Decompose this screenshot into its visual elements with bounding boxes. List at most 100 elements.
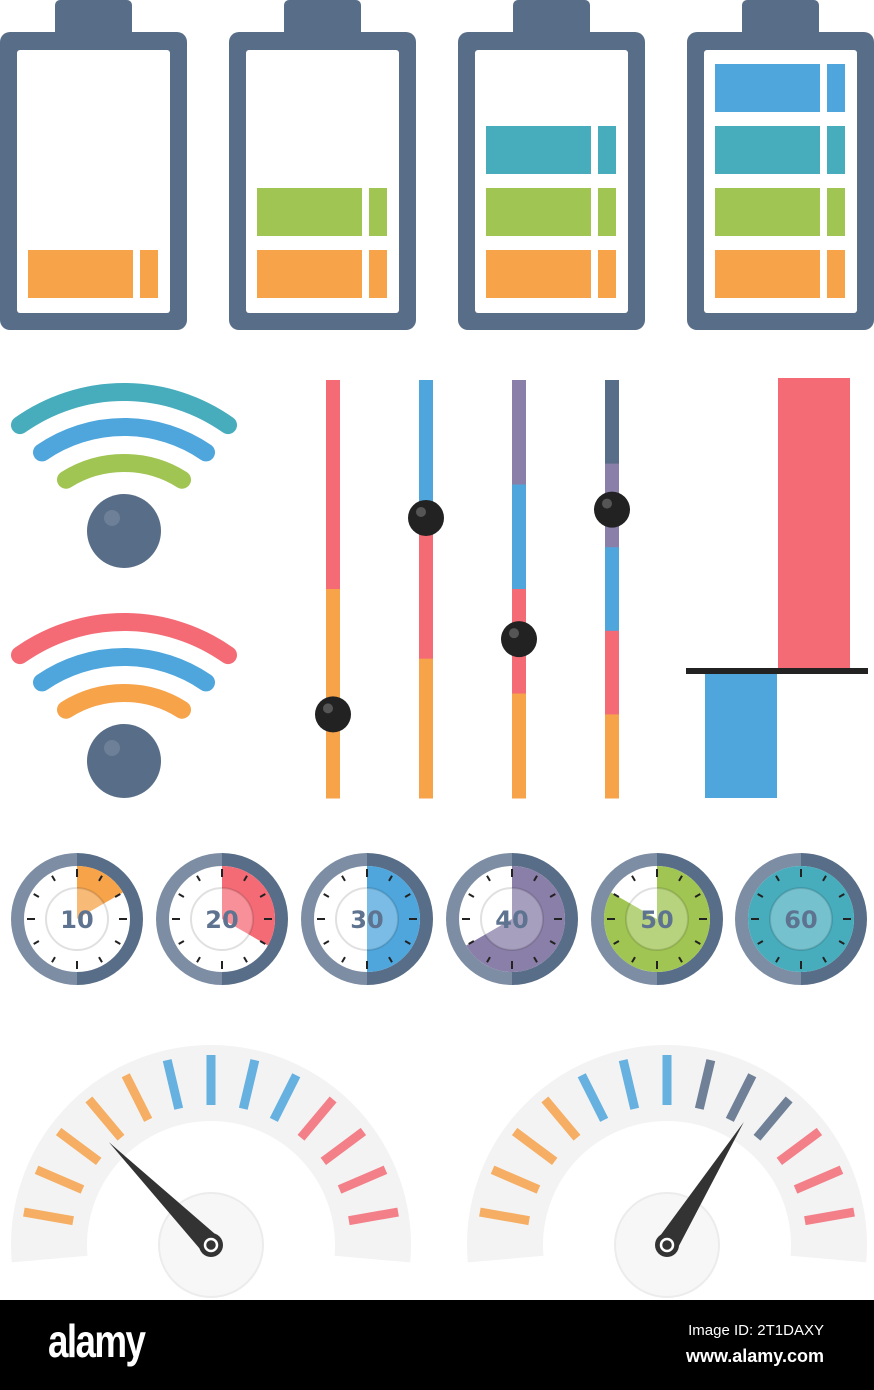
timer-tick: [468, 893, 475, 898]
wifi-icon: [11, 383, 237, 568]
battery-bar-small: [827, 126, 845, 174]
alamy-logo: alamy: [48, 1315, 146, 1367]
battery-icon: [0, 0, 187, 330]
timer-tick: [98, 875, 103, 882]
gauge-tick: [694, 1059, 716, 1110]
red-bar: [778, 378, 850, 668]
wifi-dot-highlight: [104, 740, 120, 756]
timer-tick: [51, 956, 56, 963]
timer-tick: [323, 940, 330, 945]
battery-inner: [475, 50, 628, 313]
battery-bar-small: [598, 126, 616, 174]
gauge-tick: [269, 1073, 301, 1122]
gauge-tick: [297, 1096, 337, 1141]
battery-bar-small: [598, 188, 616, 236]
timer-tick: [822, 956, 827, 963]
timer-tick: [678, 875, 683, 882]
timer-tick: [631, 956, 636, 963]
timer-tick: [468, 940, 475, 945]
slider-knob-highlight: [323, 703, 333, 714]
timer-icon: 60: [735, 853, 867, 985]
timer-label: 30: [350, 906, 383, 934]
wifi-dot-highlight: [104, 510, 120, 526]
gauge-tick: [85, 1096, 125, 1141]
gauge-pivot: [203, 1237, 219, 1253]
battery-inner: [17, 50, 170, 313]
wifi-arc: [57, 684, 191, 719]
battery-inner: [704, 50, 857, 313]
timer-tick: [388, 956, 393, 963]
timer-tick: [51, 875, 56, 882]
slider-knob-highlight: [509, 628, 519, 639]
slider-track-segment: [605, 630, 619, 715]
battery-bar: [715, 250, 820, 298]
battery-icon: [687, 0, 874, 330]
vertical-slider: [594, 380, 630, 799]
timer-tick: [613, 893, 620, 898]
timer-inner-circle: [190, 887, 254, 951]
timer-tick: [178, 940, 185, 945]
battery-bar: [715, 64, 820, 112]
baseline: [686, 668, 868, 674]
timer-progress: [603, 866, 711, 972]
slider-knob-highlight: [416, 506, 426, 517]
slider-knob[interactable]: [594, 491, 630, 528]
timer-tick: [114, 940, 121, 945]
gauge-needle: [657, 1122, 744, 1251]
gauge-tick: [725, 1073, 757, 1122]
gauge-tick: [162, 1059, 184, 1110]
battery-bar-small: [827, 64, 845, 112]
gauge-tick: [23, 1207, 74, 1226]
timer-tick: [341, 875, 346, 882]
gauge-tick: [121, 1073, 153, 1122]
timer-icon: 50: [591, 853, 723, 985]
gauge-tick: [479, 1207, 530, 1226]
blue-bar: [705, 674, 777, 798]
slider-track-segment: [605, 714, 619, 799]
timer-label: 50: [640, 906, 673, 934]
timer-label: 60: [784, 906, 817, 934]
gauge-tick: [753, 1096, 793, 1141]
slider-knob[interactable]: [315, 696, 351, 733]
vertical-slider: [501, 380, 537, 799]
timer-progress: [77, 866, 123, 919]
slider-track-segment: [419, 658, 433, 799]
gauge-tick: [577, 1073, 609, 1122]
timer-progress: [222, 866, 275, 946]
timer-icon: 30: [301, 853, 433, 985]
timer-tick: [549, 893, 556, 898]
wifi-dot: [87, 724, 161, 798]
timer-tick: [33, 940, 40, 945]
slider-track-segment: [605, 380, 619, 465]
timer-inner-circle: [45, 887, 109, 951]
gauge-tick: [490, 1165, 541, 1194]
slider-track-segment: [512, 693, 526, 799]
timer-tick: [631, 875, 636, 882]
timer-tick: [838, 893, 845, 898]
timer-icon: 40: [446, 853, 578, 985]
gauge-tick: [776, 1127, 823, 1166]
slider-knob[interactable]: [501, 621, 537, 658]
gauge-tick: [34, 1165, 85, 1194]
slider-knob[interactable]: [408, 499, 444, 536]
slider-knob-highlight: [602, 498, 612, 509]
timer-icon: 10: [11, 853, 143, 985]
battery-bar: [486, 188, 591, 236]
timer-inner-circle: [625, 887, 689, 951]
battery-bar: [28, 250, 133, 298]
timer-tick: [486, 875, 491, 882]
site-url: www.alamy.com: [685, 1346, 824, 1366]
timer-tick: [613, 940, 620, 945]
battery-bar-small: [140, 250, 158, 298]
timer-tick: [114, 893, 121, 898]
timer-tick: [822, 875, 827, 882]
battery-bar-small: [369, 188, 387, 236]
timer-tick: [196, 875, 201, 882]
battery-icon: [229, 0, 416, 330]
battery-icon: [458, 0, 645, 330]
wifi-arc: [11, 613, 237, 665]
infographic-elements: 10 20 30 40 50 60: [0, 0, 874, 1298]
timer-inner-circle: [769, 887, 833, 951]
timer-tick: [259, 893, 266, 898]
